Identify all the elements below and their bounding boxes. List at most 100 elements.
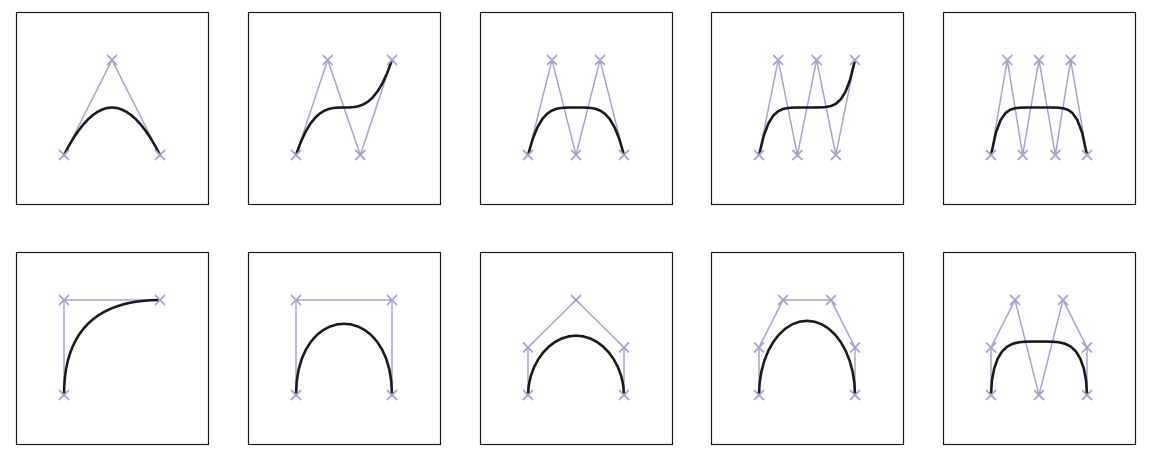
cross-x-icon [58,149,70,161]
bezier-curve [989,340,1089,397]
bezier-curve [757,319,857,397]
marker-stroke [154,149,166,161]
marker-stroke [618,342,630,353]
bezier-panel [710,251,905,446]
marker-stroke [1081,342,1093,353]
marker-stroke [618,389,630,401]
marker-stroke [386,389,398,401]
marker-stroke [1081,389,1093,401]
marker-stroke [1065,54,1077,66]
marker-stroke [792,149,803,161]
marker-stroke [58,149,70,161]
cross-x-icon [1001,54,1013,66]
marker-stroke [985,342,997,353]
marker-stroke [290,149,302,161]
marker-stroke [522,149,534,161]
cross-x-icon [618,149,630,161]
cross-x-icon [618,389,630,401]
marker-stroke [354,149,366,161]
marker-stroke [772,54,784,66]
marker-stroke [322,54,334,66]
marker-stroke [811,54,822,66]
marker-stroke [849,389,861,401]
cross-x-icon [1057,294,1069,306]
cross-x-icon [985,149,997,161]
control-polygon [758,299,856,395]
cross-x-icon [792,149,803,161]
cross-x-icon [154,294,166,306]
bezier-panel [942,11,1137,206]
bezier-curve [294,322,394,397]
cross-x-icon [753,389,765,401]
cross-x-icon [522,342,534,353]
marker-stroke [753,389,765,401]
marker-stroke [753,342,765,353]
marker-stroke [546,54,558,66]
marker-stroke [1033,54,1045,66]
bezier-curve [294,58,394,157]
marker-stroke [830,149,842,161]
marker-stroke [106,54,118,66]
cross-x-icon [546,54,558,66]
bezier-curve [989,106,1089,157]
cross-x-icon [1081,389,1093,401]
marker-stroke [1049,149,1061,161]
cross-x-icon [570,149,582,161]
cross-x-icon [1017,149,1029,161]
marker-stroke [777,294,789,306]
marker-stroke [1081,149,1093,161]
cross-x-icon [753,342,765,353]
marker-stroke [522,342,534,353]
cross-x-icon [849,389,861,401]
marker-stroke [618,149,630,161]
marker-stroke [154,294,166,306]
cross-x-icon [849,54,861,66]
marker-stroke [985,389,997,401]
cross-x-icon [777,294,789,306]
cross-x-icon [1065,54,1077,66]
marker-stroke [290,389,302,401]
marker-stroke [1009,294,1021,306]
marker-stroke [570,294,582,306]
cross-x-icon [386,294,398,306]
bezier-panel [479,251,674,446]
marker-stroke [849,54,861,66]
cross-x-icon [1049,149,1061,161]
cross-x-icon [522,149,534,161]
bezier-panel [710,11,905,206]
cross-x-icon [1081,149,1093,161]
marker-stroke [1001,54,1013,66]
cross-x-icon [1033,389,1045,401]
marker-stroke [386,294,398,306]
cross-x-icon [570,294,582,306]
marker-stroke [522,389,534,401]
bezier-curve [526,334,626,397]
marker-stroke [1057,294,1069,306]
bezier-panel [247,251,442,446]
bezier-panel [15,11,210,206]
cross-x-icon [386,54,398,66]
cross-x-icon [772,54,784,66]
cross-x-icon [106,54,118,66]
marker-stroke [753,149,765,161]
cross-x-icon [830,149,842,161]
panel-frame [247,251,442,446]
cross-x-icon [290,294,302,306]
marker-stroke [58,294,70,306]
cross-x-icon [58,389,70,401]
bezier-panel [479,11,674,206]
bezier-curve [62,298,162,397]
panel-frame [710,251,905,446]
cross-x-icon [594,54,606,66]
marker-stroke [386,54,398,66]
panel-frame [942,251,1137,446]
cross-x-icon [985,342,997,353]
marker-stroke [1017,149,1029,161]
cross-x-icon [154,149,166,161]
panel-frame [479,251,674,446]
marker-stroke [985,149,997,161]
cross-x-icon [386,389,398,401]
cross-x-icon [985,389,997,401]
cross-x-icon [522,389,534,401]
